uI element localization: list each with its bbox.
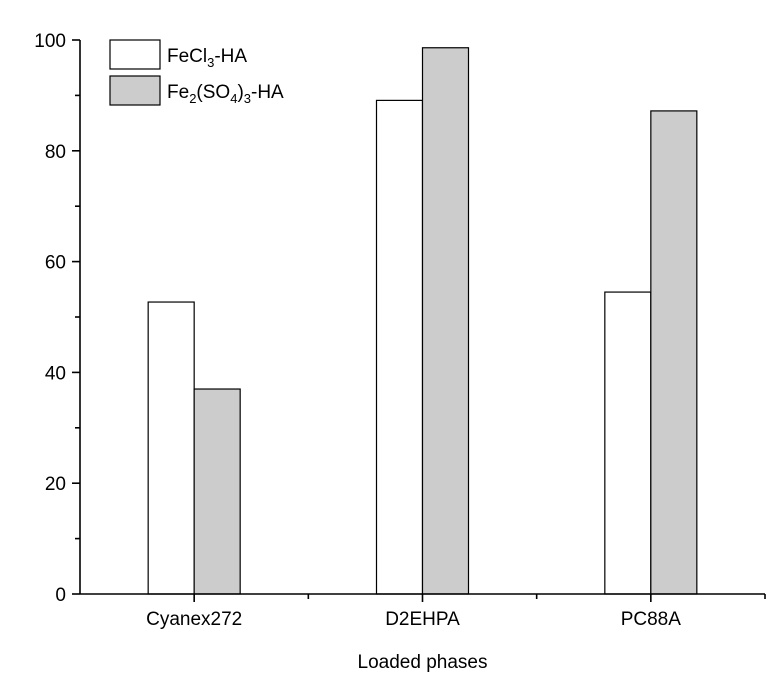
x-axis-title: Loaded phases: [358, 652, 488, 673]
bar-d2ehpa-series-1: [375, 99, 424, 595]
bars-group: [147, 47, 698, 595]
y-tick-label: 100: [34, 31, 66, 52]
y-tick-label: 0: [55, 585, 66, 606]
bar-d2ehpa-series-2: [421, 47, 470, 595]
x-tick-label-pc88a: PC88A: [621, 609, 682, 630]
bar-pc88a-series-2: [650, 110, 698, 595]
legend-label-series-2: Fe2(SO4)3-HA: [167, 82, 284, 106]
legend: FeCl3-HA Fe2(SO4)3-HA: [109, 39, 284, 106]
legend-swatch-series-1: [109, 39, 161, 70]
x-ticks-group: Cyanex272 D2EHPA PC88A: [146, 594, 766, 630]
bar-cyanex272-series-1: [147, 301, 195, 595]
y-tick-label: 20: [45, 474, 66, 495]
x-tick-label-cyanex272: Cyanex272: [146, 609, 242, 630]
y-tick-label: 40: [45, 363, 66, 384]
bar-cyanex272-series-2: [193, 388, 241, 595]
y-tick-label: 80: [45, 142, 66, 163]
bar-pc88a-series-1: [604, 291, 652, 595]
legend-swatch-series-2: [109, 75, 161, 106]
y-tick-label: 60: [45, 253, 66, 274]
x-tick-label-d2ehpa: D2EHPA: [385, 609, 460, 630]
y-ticks-group: 0 20 40 60 80 100: [34, 31, 80, 606]
legend-label-series-1: FeCl3-HA: [167, 46, 247, 70]
